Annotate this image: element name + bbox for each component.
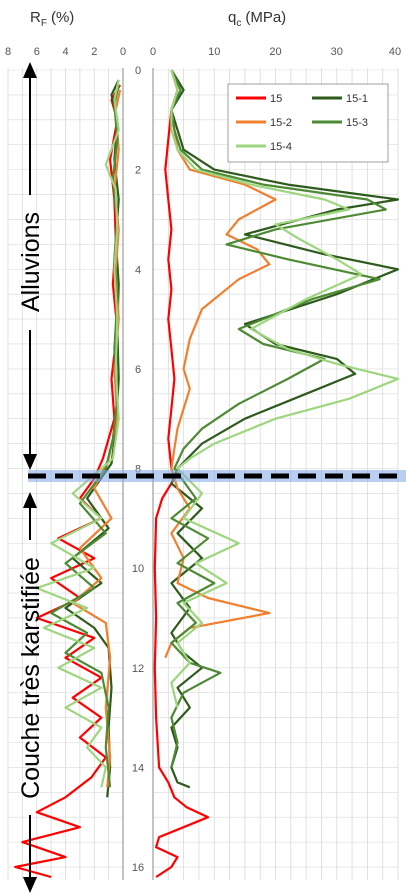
- qc-x-tick-label: 10: [208, 46, 220, 58]
- qc-panel: 0 10 20 30 40 qc (MPa): [150, 9, 401, 880]
- arrow-head-down-icon: [23, 877, 37, 893]
- arrow-head-down-icon: [23, 454, 37, 470]
- rf-axis-title: RF (%): [30, 9, 74, 29]
- depth-tick-label: 10: [132, 563, 144, 575]
- zone-label-karst: Couche très karstifiée: [17, 557, 45, 799]
- qc-x-tick-label: 0: [150, 46, 156, 58]
- rf-x-tick-labels: 0 2 4 6 8: [5, 46, 126, 58]
- qc-series-15-4: [170, 69, 400, 708]
- legend-items: 15 15-1 15-2 15-3 15-4: [236, 93, 368, 153]
- depth-tick-label: 12: [132, 663, 144, 675]
- legend: 15 15-1 15-2 15-3 15-4: [227, 83, 389, 163]
- qc-series-15-1: [170, 69, 400, 789]
- legend-label: 15: [270, 93, 282, 105]
- rf-series-15-1: [64, 79, 120, 798]
- zone-label-alluvions: Alluvions: [17, 212, 45, 312]
- depth-tick-label: 16: [132, 862, 144, 874]
- arrow-head-up-icon: [23, 62, 37, 78]
- qc-series-15-2: [164, 69, 277, 659]
- depth-tick-labels: 0 2 4 6 8 10 12 14 16: [132, 65, 144, 874]
- arrow-head-up-icon: [23, 492, 37, 508]
- legend-label: 15-1: [346, 93, 368, 105]
- depth-tick-label: 2: [135, 165, 141, 177]
- qc-series: [153, 69, 400, 878]
- legend-label: 15-4: [270, 141, 292, 153]
- rf-x-tick-label: 0: [120, 46, 126, 58]
- depth-tick-label: 14: [132, 762, 144, 774]
- qc-series-15: [153, 69, 210, 878]
- qc-axis-title: qc (MPa): [228, 9, 286, 29]
- qc-series-15-3: [170, 69, 387, 768]
- qc-x-tick-label: 30: [331, 46, 343, 58]
- depth-tick-label: 0: [135, 65, 141, 77]
- rf-panel: 0 2 4 6 8 RF (%): [5, 9, 126, 880]
- legend-label: 15-3: [346, 117, 368, 129]
- rf-x-tick-label: 6: [34, 46, 40, 58]
- rf-x-tick-label: 2: [91, 46, 97, 58]
- qc-x-tick-label: 20: [269, 46, 281, 58]
- rf-x-tick-label: 8: [5, 46, 11, 58]
- qc-x-tick-label: 40: [389, 46, 401, 58]
- zone-arrows: [23, 62, 37, 893]
- rf-series-15-4: [35, 79, 120, 788]
- depth-tick-label: 4: [135, 264, 141, 276]
- depth-tick-label: 6: [135, 364, 141, 376]
- rf-x-tick-label: 4: [62, 46, 68, 58]
- legend-label: 15-2: [270, 117, 292, 129]
- depth-tick-label: 8: [135, 464, 141, 476]
- qc-x-tick-labels: 0 10 20 30 40: [150, 46, 401, 58]
